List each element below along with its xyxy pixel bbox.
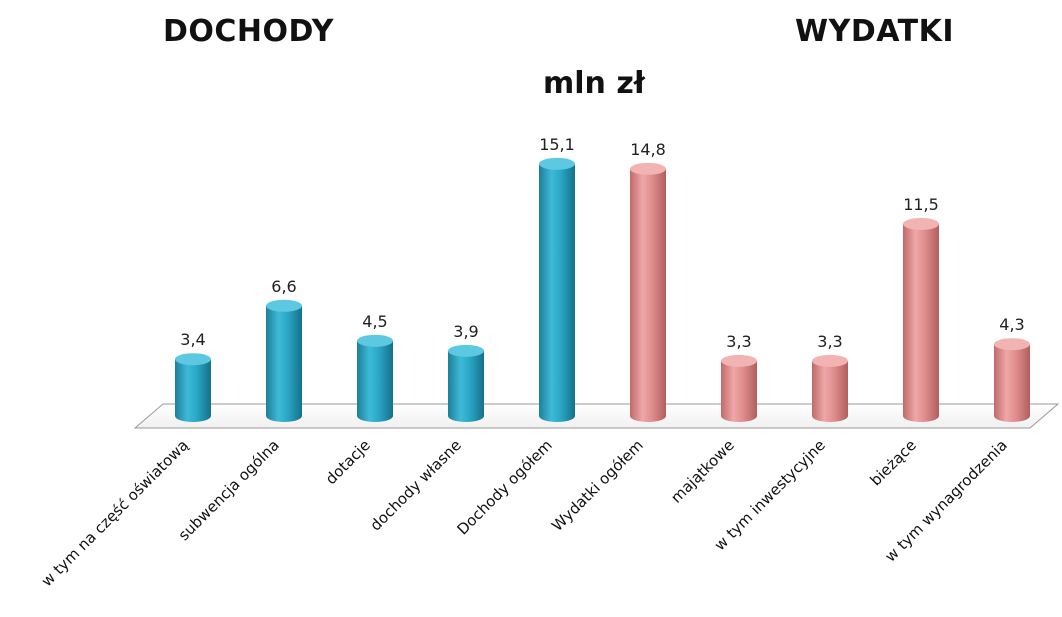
category-label: bieżące — [866, 436, 919, 489]
bar-cap — [630, 162, 666, 175]
bar-cap — [721, 354, 757, 367]
unit-label: mln zł — [543, 66, 645, 101]
bar-body — [448, 350, 484, 422]
bar-body — [812, 360, 848, 422]
bar-cap — [903, 217, 939, 230]
bar-body — [903, 223, 939, 422]
value-label: 3,9 — [453, 322, 478, 341]
wydatki-title: WYDATKI — [795, 14, 954, 49]
bar-cap — [448, 344, 484, 357]
category-label: Wydatki ogółem — [548, 436, 647, 535]
bar-3 — [357, 334, 393, 422]
dochody-title: DOCHODY — [163, 14, 334, 49]
category-label: Dochody ogółem — [453, 436, 555, 538]
bar-body — [266, 305, 302, 422]
value-label: 15,1 — [539, 135, 575, 154]
category-label: dotacje — [322, 436, 374, 488]
bar-body — [357, 340, 393, 422]
bar-10 — [994, 338, 1030, 422]
value-label: 4,3 — [999, 315, 1024, 334]
bar-body — [539, 163, 575, 422]
bar-4 — [448, 344, 484, 422]
bar-cap — [266, 299, 302, 312]
bar-5 — [539, 157, 575, 422]
bar-body — [630, 168, 666, 422]
value-label: 3,3 — [726, 332, 751, 351]
bar-cap — [994, 338, 1030, 351]
category-label: dochody własne — [366, 436, 464, 534]
value-label: 3,3 — [817, 332, 842, 351]
bar-body — [175, 359, 211, 422]
value-label: 6,6 — [271, 277, 296, 296]
bar-1 — [175, 353, 211, 422]
value-label: 14,8 — [630, 140, 666, 159]
category-label: subwencja ogólna — [175, 436, 283, 544]
bar-2 — [266, 299, 302, 422]
bar-7 — [721, 354, 757, 422]
bar-body — [721, 360, 757, 422]
bar-cap — [175, 353, 211, 366]
value-label: 3,4 — [180, 330, 205, 349]
bar-6 — [630, 162, 666, 422]
bar-cap — [812, 354, 848, 367]
bar-8 — [812, 354, 848, 422]
value-label: 4,5 — [362, 312, 387, 331]
bar-9 — [903, 217, 939, 422]
bar-cap — [357, 334, 393, 347]
value-label: 11,5 — [903, 195, 939, 214]
category-label: majątkowe — [667, 436, 738, 507]
category-label: w tym na część oświatową — [38, 436, 192, 590]
bar-body — [994, 344, 1030, 422]
bar-cap — [539, 157, 575, 170]
